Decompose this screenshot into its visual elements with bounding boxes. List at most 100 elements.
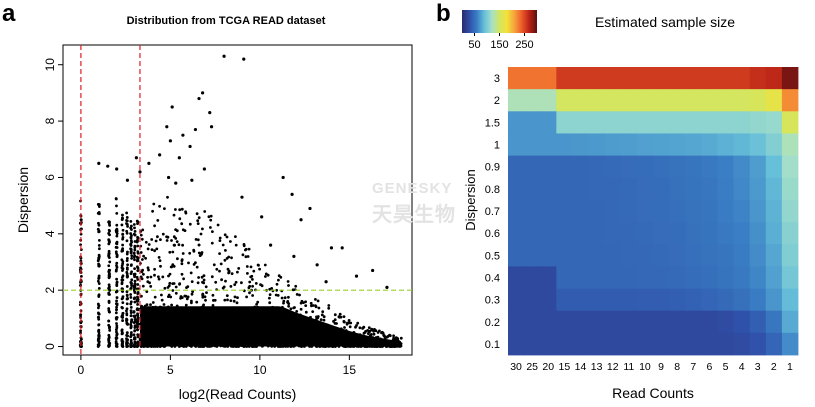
heatmap-cell	[653, 266, 670, 289]
data-point	[346, 343, 349, 347]
data-point	[226, 267, 230, 271]
heatmap-cell	[669, 155, 686, 179]
heatmap-cell	[604, 332, 622, 356]
heatmap-cell	[572, 177, 589, 201]
data-point	[107, 307, 111, 310]
data-point	[205, 340, 208, 344]
data-point	[136, 312, 139, 316]
data-point	[332, 320, 335, 323]
data-point	[177, 328, 181, 332]
data-point	[286, 300, 289, 304]
data-point	[133, 282, 137, 286]
data-point	[333, 322, 337, 325]
heatmap-cell	[604, 89, 622, 112]
data-point	[263, 332, 266, 335]
data-point	[369, 340, 373, 343]
data-point	[145, 310, 148, 314]
data-point	[149, 275, 153, 279]
data-point	[234, 235, 237, 239]
data-point	[147, 243, 151, 246]
heatmap-cell	[701, 89, 718, 112]
data-point	[374, 336, 378, 339]
data-point	[145, 303, 149, 307]
data-point	[189, 314, 192, 318]
data-point	[298, 293, 301, 297]
data-point	[303, 345, 306, 348]
data-point	[130, 254, 134, 258]
data-point	[268, 296, 271, 300]
data-point	[155, 341, 159, 345]
data-point	[276, 344, 280, 348]
data-point	[262, 316, 266, 320]
data-point	[344, 337, 348, 341]
data-point	[192, 263, 196, 266]
data-point	[286, 280, 290, 283]
data-point	[220, 278, 224, 282]
data-point	[314, 298, 317, 301]
heatmap-cell	[540, 310, 557, 334]
scatter-chart-dispersion: Distribution from TCGA READ dataset 0 5 10 1…	[15, 15, 413, 402]
data-point	[151, 336, 154, 340]
data-point	[198, 343, 202, 347]
data-point	[140, 304, 144, 308]
data-point	[129, 342, 133, 346]
data-point	[190, 178, 194, 182]
data-point	[146, 345, 150, 348]
data-point	[108, 328, 112, 332]
data-point	[180, 222, 184, 226]
data-point	[129, 325, 133, 329]
data-point	[223, 320, 227, 324]
data-point	[295, 317, 299, 320]
heatmap-cell	[733, 133, 751, 157]
heatmap-cell	[524, 332, 541, 356]
data-point	[136, 266, 140, 270]
heatmap-cell	[717, 177, 734, 201]
data-point	[133, 344, 137, 348]
data-point	[271, 327, 275, 331]
heatmap-cell	[636, 89, 654, 112]
heatmap-cell	[636, 244, 654, 267]
heatmap-cell	[749, 310, 767, 334]
data-point	[283, 321, 287, 325]
heatmap-cell	[508, 89, 525, 112]
data-point	[158, 153, 162, 157]
data-point	[254, 282, 258, 285]
data-point	[155, 320, 159, 324]
data-point	[153, 273, 156, 277]
data-point	[138, 170, 142, 174]
data-point	[107, 228, 111, 232]
data-point	[154, 335, 157, 338]
data-point	[363, 344, 366, 348]
data-point	[245, 307, 249, 311]
heatmap-cell	[717, 67, 734, 90]
data-point	[299, 218, 303, 222]
data-point	[219, 330, 223, 334]
data-point	[201, 341, 205, 344]
data-point	[300, 337, 304, 341]
data-point	[358, 326, 362, 330]
data-point	[383, 334, 386, 338]
heatmap-cell	[765, 222, 783, 245]
heatmap-cell	[604, 177, 622, 201]
data-point	[261, 342, 264, 345]
heatmap-cell	[717, 155, 734, 179]
data-point	[121, 262, 125, 266]
heatmap-cell	[604, 155, 622, 179]
colorbar-tick-label: 150	[490, 39, 508, 51]
data-point	[312, 325, 316, 329]
data-point	[210, 275, 214, 279]
data-point	[135, 219, 139, 223]
data-point	[306, 317, 310, 320]
heatmap-cell	[636, 111, 654, 134]
heatmap-cell	[556, 67, 573, 90]
data-point	[173, 325, 177, 329]
y-axis-label: Dispersion	[15, 167, 31, 233]
data-point	[136, 239, 139, 243]
heatmap-cell	[701, 67, 718, 90]
heatmap-cell	[556, 332, 573, 356]
data-point	[298, 329, 301, 332]
point-column-1	[96, 202, 101, 348]
heatmap-cell	[685, 155, 702, 179]
data-point	[330, 333, 333, 336]
heatmap-cell	[604, 111, 622, 134]
